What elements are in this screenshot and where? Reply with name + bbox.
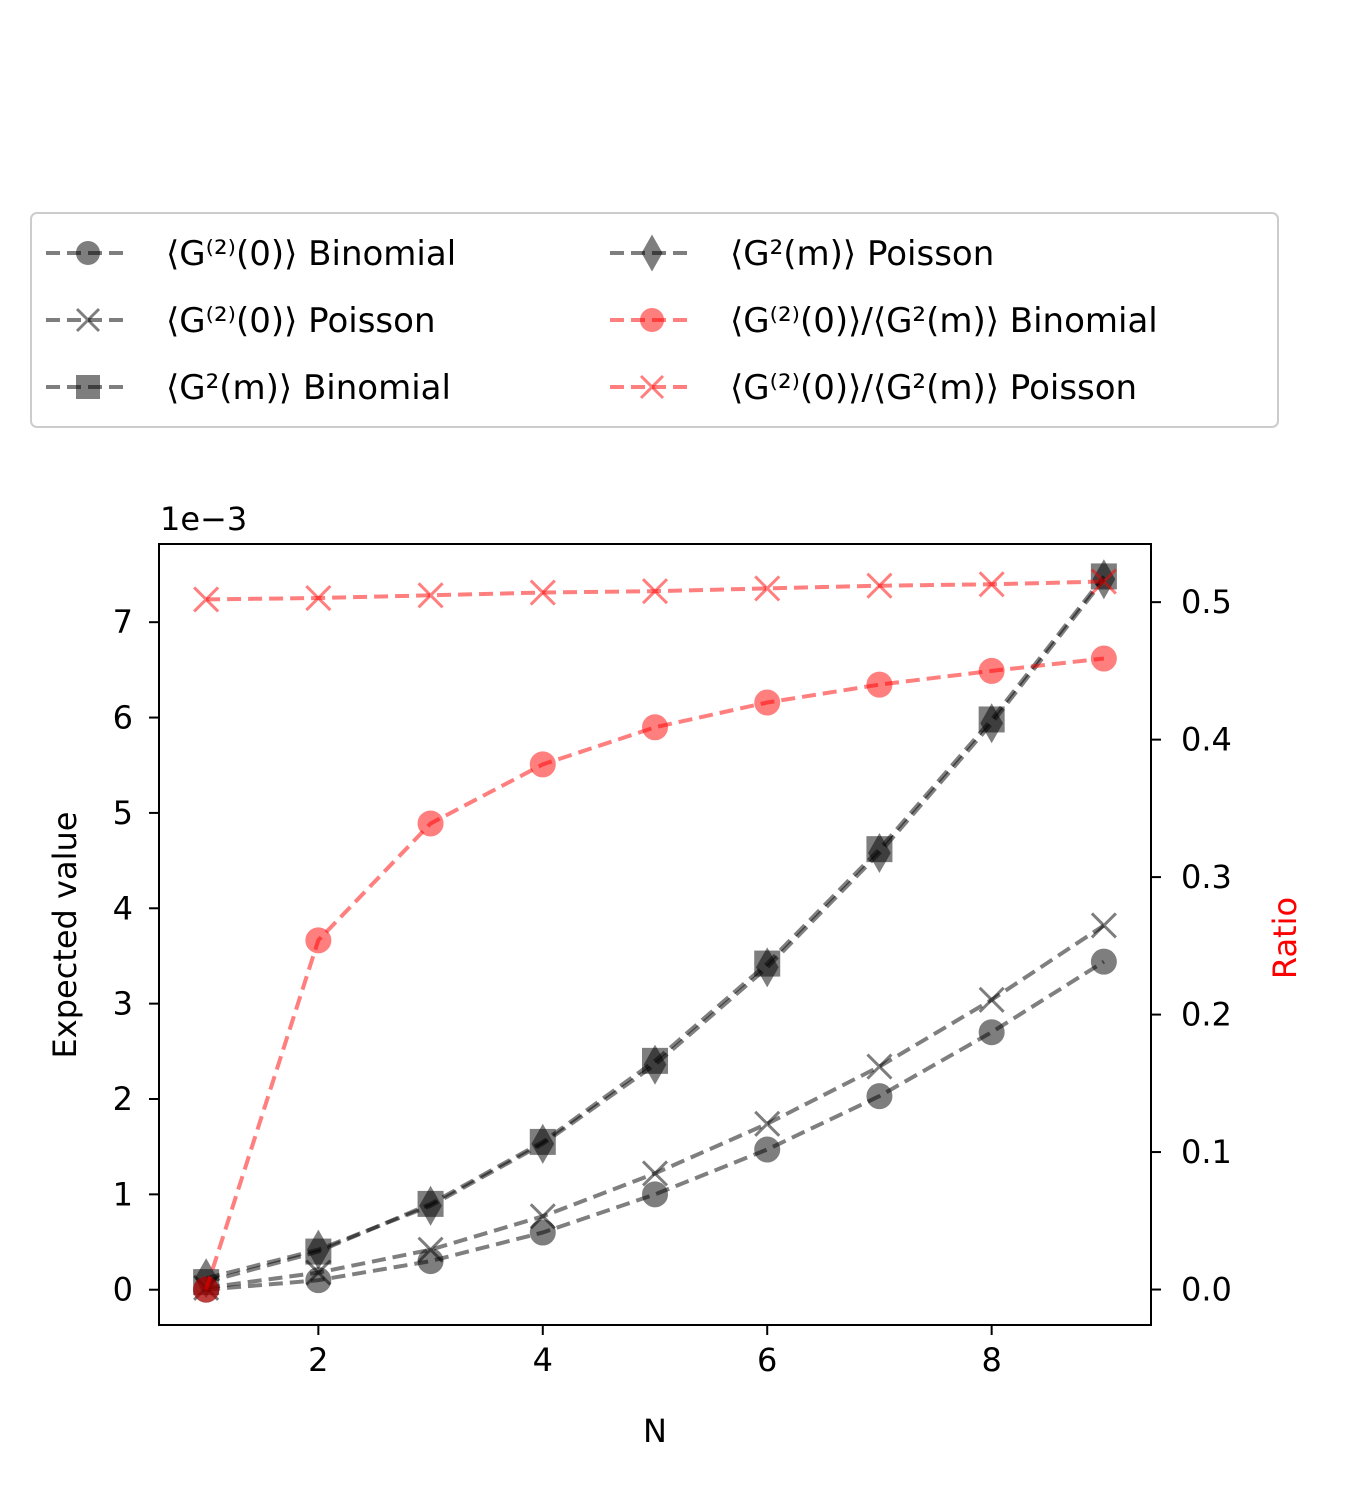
series-5	[193, 645, 1117, 1303]
series-2-point	[641, 1160, 669, 1187]
series-1-point	[1090, 948, 1117, 975]
series-6-point	[866, 572, 893, 599]
x-tick-label: 8	[981, 1341, 1001, 1379]
y-axis-left-label: Expected value	[46, 812, 84, 1059]
series-2-point	[417, 1236, 444, 1263]
series-4-point	[868, 832, 891, 873]
series-4-point	[755, 947, 779, 988]
series-6-point	[529, 579, 556, 606]
y-right-tick-label: 0.3	[1181, 858, 1232, 896]
series-1-point	[642, 1181, 668, 1208]
y-left-tick-label: 1	[113, 1175, 133, 1213]
legend-entry-2: ⟨G⁽²⁾(0)⟩ Poisson	[46, 301, 436, 341]
series-6-point	[754, 575, 781, 602]
series-5-point	[305, 927, 332, 954]
legend-entry-6: ⟨G⁽²⁾(0)⟩/⟨G²(m)⟩ Poisson	[610, 368, 1137, 408]
legend-label-6: ⟨G⁽²⁾(0)⟩/⟨G²(m)⟩ Poisson	[730, 368, 1137, 408]
y-right-tick-label: 0.5	[1181, 583, 1232, 621]
series-5-point	[978, 657, 1005, 684]
x-axis: 2 4 6 8	[308, 1325, 1002, 1379]
y-left-tick-label: 0	[113, 1271, 133, 1309]
y-left-tick-label: 3	[113, 985, 133, 1023]
legend-entry-3: ⟨G²(m)⟩ Binomial	[46, 368, 451, 408]
legend-label-2: ⟨G⁽²⁾(0)⟩ Poisson	[166, 301, 436, 341]
series-1-point	[529, 1219, 556, 1246]
y-right-tick-label: 0.2	[1181, 996, 1232, 1034]
series-2-point	[754, 1110, 781, 1137]
legend-label-4: ⟨G²(m)⟩ Poisson	[730, 234, 994, 274]
series-2-point	[1090, 912, 1117, 939]
series-3-line	[205, 575, 1106, 1285]
series-1-point	[754, 1136, 781, 1163]
series-1-line	[205, 960, 1105, 1292]
legend-marker-4	[641, 234, 663, 272]
series-5-point	[866, 671, 893, 698]
series-6-point	[1090, 568, 1117, 595]
series-6-point	[193, 586, 220, 613]
y-right-tick-label: 0.4	[1181, 721, 1232, 759]
series-4-point	[306, 1229, 330, 1270]
series-5-point	[642, 714, 668, 741]
legend-marker-2	[75, 307, 101, 333]
legend-marker-6	[639, 374, 665, 400]
series-5-point	[193, 1276, 220, 1303]
series-4-point	[980, 703, 1004, 744]
legend-entry-1: ⟨G⁽²⁾(0)⟩ Binomial	[46, 234, 456, 274]
legend-label-5: ⟨G⁽²⁾(0)⟩/⟨G²(m)⟩ Binomial	[730, 301, 1158, 341]
legend-label-1: ⟨G⁽²⁾(0)⟩ Binomial	[166, 234, 456, 274]
series-4-line	[205, 578, 1106, 1281]
legend: ⟨G⁽²⁾(0)⟩ Binomial ⟨G⁽²⁾(0)⟩ Poisson ⟨G²(m…	[30, 212, 1279, 428]
x-tick-label: 4	[533, 1341, 553, 1379]
legend-label-3: ⟨G²(m)⟩ Binomial	[166, 368, 451, 408]
legend-entry-5: ⟨G⁽²⁾(0)⟩/⟨G²(m)⟩ Binomial	[610, 301, 1158, 341]
plot-area	[158, 543, 1152, 1326]
series-2-point	[529, 1203, 556, 1230]
series-2-point	[866, 1053, 893, 1080]
x-axis-label: N	[643, 1412, 667, 1450]
legend-marker-1	[76, 241, 100, 265]
y-axis-left: 0 1 2 3 4 5 6 7	[113, 603, 159, 1309]
series-6-point	[978, 571, 1005, 598]
legend-marker-5	[640, 308, 664, 332]
y-left-tick-label: 4	[113, 889, 133, 927]
y-left-tick-label: 6	[113, 699, 133, 737]
plot-frame	[158, 543, 1152, 1326]
series-1-point	[978, 1019, 1005, 1046]
series-2	[193, 912, 1117, 1301]
series-5-point	[529, 751, 556, 778]
series-1	[193, 948, 1117, 1303]
series-2-point	[978, 986, 1005, 1013]
x-tick-label: 2	[308, 1341, 328, 1379]
y-left-tick-label: 5	[113, 794, 133, 832]
left-axis-offset-label: 1e−3	[160, 500, 247, 538]
series-1-point	[866, 1083, 893, 1110]
series-4-point	[419, 1185, 442, 1226]
legend-entry-4: ⟨G²(m)⟩ Poisson	[610, 234, 994, 274]
series-6-point	[417, 582, 444, 609]
series-4-point	[531, 1123, 555, 1164]
y-axis-right-label: Ratio	[1266, 897, 1304, 979]
y-right-tick-label: 0.0	[1181, 1271, 1232, 1309]
y-axis-right: 0.0 0.1 0.2 0.3 0.4 0.5	[1151, 583, 1232, 1309]
series-5-point	[417, 810, 444, 837]
series-5-line	[204, 656, 1105, 1291]
series-4-point	[643, 1044, 667, 1085]
series-2-line	[205, 923, 1106, 1290]
series-6-point	[641, 578, 669, 605]
series-5-point	[754, 689, 781, 716]
y-left-tick-label: 7	[113, 603, 133, 641]
legend-marker-3	[76, 375, 100, 399]
y-left-tick-label: 2	[113, 1080, 133, 1118]
series-6	[193, 568, 1117, 613]
y-right-tick-label: 0.1	[1181, 1133, 1232, 1171]
series-5-point	[1090, 645, 1117, 672]
x-tick-label: 6	[757, 1341, 777, 1379]
series-6-point	[305, 584, 332, 612]
